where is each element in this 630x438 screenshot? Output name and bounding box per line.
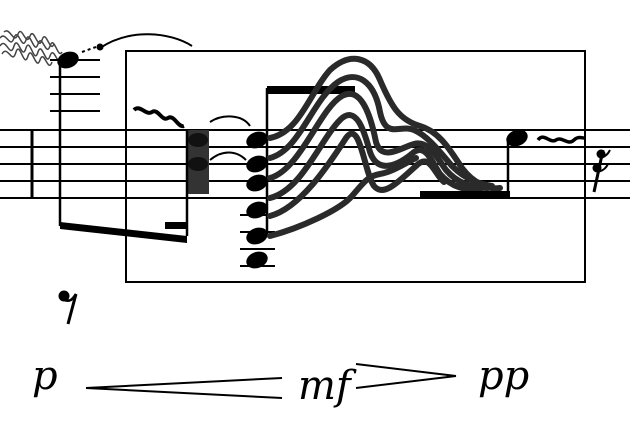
dynamic-middle: mf <box>298 363 351 409</box>
ledger-lines <box>50 59 100 112</box>
wavy-glissando-icon <box>132 106 185 129</box>
gesture-lines <box>267 55 503 239</box>
gesture-beam <box>420 191 510 199</box>
final-note <box>506 129 528 147</box>
cluster-note <box>188 157 208 171</box>
chord-beam <box>267 86 355 94</box>
dynamic-end: pp <box>478 353 530 399</box>
tie <box>209 151 247 161</box>
chord-ledger-lines <box>240 214 275 267</box>
wavy-glissando-icon <box>536 135 585 144</box>
tie <box>209 115 251 127</box>
secondary-beam <box>165 222 187 229</box>
hairpin-crescendo <box>85 377 283 399</box>
eighth-rest-icon <box>58 290 78 325</box>
cluster-note <box>188 133 208 147</box>
beam <box>60 222 187 243</box>
dotted-tie <box>81 46 97 53</box>
high-note <box>57 51 79 69</box>
sixteenth-rest-icon <box>592 149 611 193</box>
staff <box>0 129 630 199</box>
dynamic-start: p <box>32 353 58 399</box>
hairpin-decrescendo <box>355 363 457 389</box>
trill-scribble-icon <box>0 30 63 66</box>
improvisation-box <box>125 50 586 283</box>
slur <box>99 33 193 49</box>
